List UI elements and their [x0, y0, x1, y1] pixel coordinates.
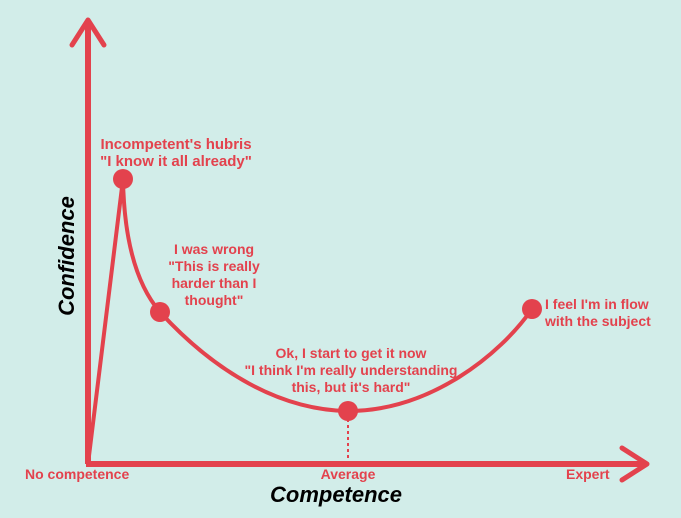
y-axis-arrowhead — [69, 17, 107, 48]
annotation-understanding: Ok, I start to get it now "I think I'm r… — [244, 345, 458, 395]
x-tick-no-competence: No competence — [25, 466, 130, 482]
x-axis-title: Competence — [270, 482, 403, 507]
x-tick-expert: Expert — [566, 466, 610, 482]
x-axis-arrowhead — [619, 445, 650, 483]
annotation-peak: Incompetent's hubris "I know it all alre… — [100, 136, 252, 170]
annotation-wrong: I was wrong "This is really harder than … — [168, 241, 260, 308]
annotation-flow: I feel I'm in flow with the subject — [545, 296, 651, 329]
point-understanding — [338, 401, 358, 421]
y-axis-title: Confidence — [54, 196, 79, 316]
point-peak — [113, 169, 133, 189]
x-tick-average: Average — [320, 466, 376, 482]
point-wrong — [150, 302, 170, 322]
confidence-curve — [86, 177, 534, 466]
point-flow — [522, 299, 542, 319]
